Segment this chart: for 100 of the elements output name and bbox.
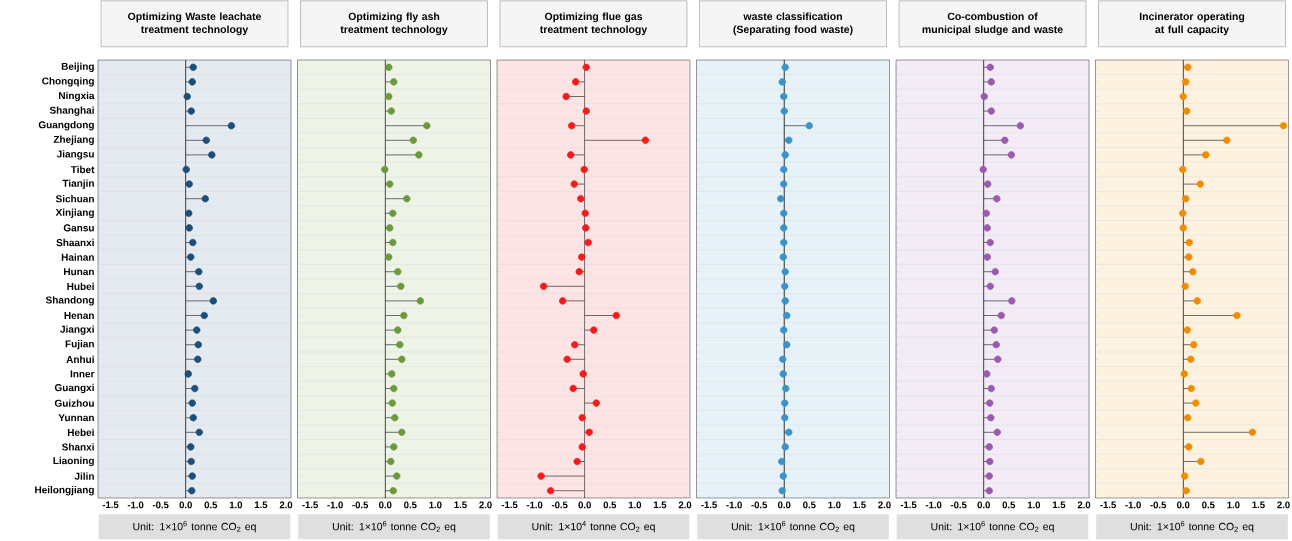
x-tick-label: 0.5	[603, 501, 617, 509]
point	[780, 224, 788, 232]
point	[641, 136, 650, 144]
point	[393, 472, 401, 480]
y-tick-label: Xinjiang	[55, 208, 94, 218]
point	[188, 487, 196, 495]
point	[1182, 195, 1190, 203]
point	[1181, 472, 1189, 480]
y-tick-label: Henan	[64, 312, 94, 319]
point	[1248, 428, 1257, 436]
x-tick-label: -1.0	[327, 501, 343, 509]
x-tick-label: 1.0	[1027, 501, 1041, 509]
point	[781, 268, 789, 276]
point	[390, 384, 398, 393]
point	[1187, 355, 1195, 363]
x-tick-label: -1.5	[1100, 501, 1116, 509]
point	[987, 107, 995, 115]
point	[612, 311, 620, 320]
point	[582, 63, 590, 71]
point	[547, 487, 555, 495]
x-tick-label: 2.0	[878, 501, 891, 509]
point	[387, 107, 395, 115]
x-tick-label: -0.5	[751, 501, 768, 509]
y-tick-label: Shandong	[45, 296, 94, 306]
point	[572, 78, 580, 86]
x-tick-label: 0.5	[803, 501, 816, 509]
y-tick-label: Hebei	[67, 428, 94, 436]
point	[1183, 326, 1191, 334]
y-tick-label: Yunnan	[58, 414, 94, 422]
x-tick-label: 0.5	[1002, 501, 1016, 509]
x-tick-label: -1.5	[501, 501, 518, 509]
point	[185, 224, 193, 232]
y-tick-label: Shanxi	[61, 443, 94, 451]
y-tick-label: Inner	[70, 370, 95, 378]
x-axis-title: Unit: 1×10$^{4}$ tonne CO$_{2}$ eq	[532, 521, 655, 533]
point	[202, 136, 210, 144]
point	[780, 92, 788, 101]
x-tick-label: -1.0	[925, 501, 942, 509]
y-tick-label: Hunan	[64, 268, 94, 276]
y-tick-label: Tibet	[70, 165, 95, 174]
point	[779, 355, 787, 363]
x-tick-label: -1.5	[900, 501, 917, 509]
x-tick-label: -1.5	[102, 501, 119, 509]
point	[1183, 107, 1191, 115]
y-tick-label: Jiangxi	[60, 325, 94, 335]
point	[403, 195, 411, 203]
point	[416, 297, 424, 305]
point	[779, 370, 787, 378]
point	[575, 268, 583, 276]
point	[571, 341, 579, 349]
point	[983, 253, 991, 261]
point	[201, 195, 209, 203]
point	[986, 399, 994, 407]
point	[1185, 443, 1193, 451]
point	[780, 107, 788, 115]
x-tick-label: -1.0	[127, 501, 144, 509]
chart-title: Incinerator operating at full capacity	[1139, 12, 1245, 36]
x-tick-label: 2.0	[1077, 501, 1091, 509]
y-tick-label: Anhui	[66, 355, 94, 363]
x-tick-label: 0.0	[578, 501, 591, 509]
point	[1008, 297, 1016, 305]
point	[584, 238, 592, 247]
point	[189, 63, 197, 71]
point	[563, 355, 571, 363]
point	[980, 92, 988, 101]
point	[990, 326, 998, 334]
x-tick-label: -0.5	[352, 501, 369, 509]
point	[979, 165, 987, 174]
point	[1196, 180, 1204, 188]
point	[985, 443, 993, 451]
point	[781, 399, 789, 407]
point	[1192, 399, 1200, 407]
x-tick-label: 1.5	[653, 501, 667, 509]
point	[185, 209, 193, 217]
point	[577, 195, 585, 203]
point	[394, 268, 402, 276]
x-tick-label: 0.0	[977, 501, 990, 509]
x-axis-title: Unit: 1×10$^{6}$ tonne CO$_{2}$ eq	[1130, 521, 1254, 533]
x-tick-label: 2.0	[479, 501, 492, 509]
point	[227, 122, 235, 130]
y-tick-label: Liaoning	[53, 456, 94, 467]
point	[578, 253, 586, 261]
y-tick-label: Gansu	[63, 224, 94, 232]
point	[781, 151, 789, 159]
point	[997, 311, 1005, 320]
x-tick-label: 2.0	[1277, 501, 1290, 509]
point	[585, 428, 593, 436]
x-tick-label: -0.5	[950, 501, 967, 509]
point	[385, 63, 393, 71]
point	[191, 384, 199, 393]
point	[570, 180, 578, 188]
point	[780, 165, 788, 174]
point	[781, 414, 789, 422]
y-tick-label: Zhejiang	[53, 135, 94, 145]
chart-title: Optimizing Waste leachate treatment technology	[128, 12, 262, 36]
point	[778, 78, 786, 86]
chart-title: waste classification (Separating food waste)	[733, 12, 853, 36]
point	[400, 311, 408, 320]
point	[381, 165, 389, 174]
point	[1189, 268, 1197, 276]
